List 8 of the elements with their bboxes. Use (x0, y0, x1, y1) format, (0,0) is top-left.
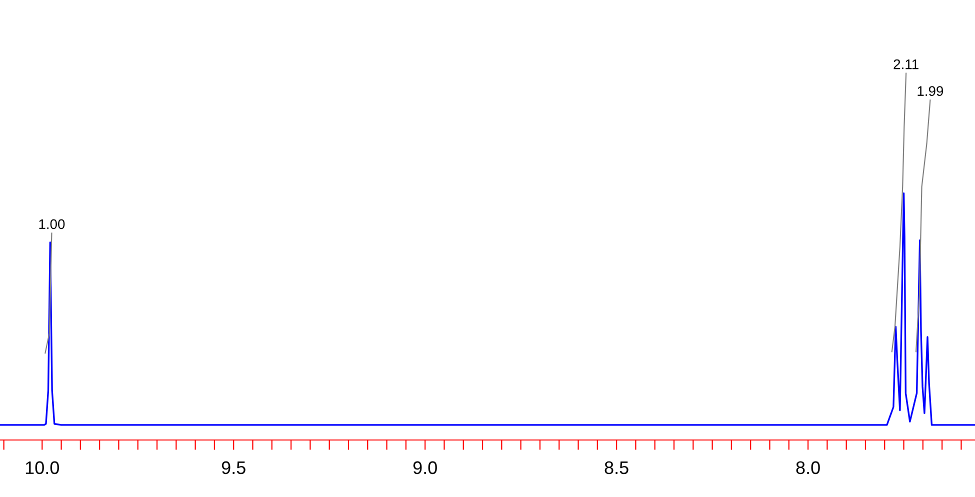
x-tick-label: 9.5 (222, 461, 246, 474)
annotation: 2.11 (894, 59, 918, 70)
x-tick-label: 10.0 (26, 461, 59, 474)
x-tick-label: 9.0 (413, 461, 437, 474)
annotation: 1.00 (39, 219, 65, 230)
x-tick-label: 8.0 (796, 461, 820, 474)
x-tick-label: 8.5 (604, 461, 628, 474)
annotation: 1.99 (918, 86, 944, 96)
